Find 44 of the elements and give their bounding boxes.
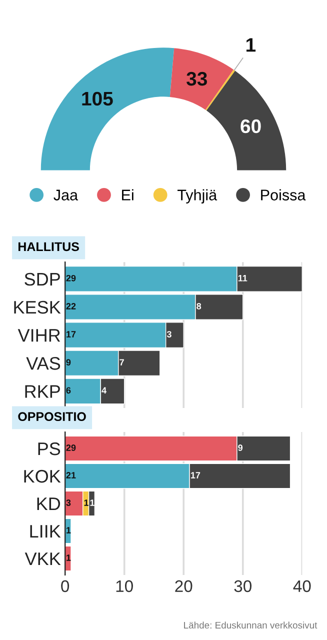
data-label: 9 (66, 359, 71, 366)
data-label: 33 (186, 72, 208, 86)
y-tick-label: RKP (25, 385, 60, 398)
y-tick-label: SDP (24, 272, 60, 286)
data-label: 8 (196, 303, 202, 310)
text: Lähde: Eduskunnan verkkosivut (184, 622, 318, 629)
data-label: 9 (238, 444, 243, 451)
data-label: 105 (82, 92, 113, 106)
legend-label: Jaa (54, 190, 78, 200)
y-tick-label: VIHR (18, 329, 60, 342)
data-label: 1 (246, 38, 256, 52)
data-label: 17 (66, 331, 76, 338)
x-tick-label: 30 (234, 580, 252, 592)
y-tick-label: LIIK (30, 525, 61, 538)
y-tick-label: KD (37, 498, 60, 510)
legend-label: Ei (122, 189, 134, 200)
y-tick-label: VAS (26, 357, 60, 370)
data-label: 29 (66, 274, 76, 282)
x-tick-label: 20 (175, 580, 192, 592)
legend-label: Tyhjiä (178, 189, 218, 204)
data-label: 3 (66, 500, 71, 506)
data-label: 4 (102, 387, 106, 394)
x-tick-label: 40 (293, 580, 311, 592)
data-label: 21 (66, 472, 76, 478)
data-label: 1 (90, 500, 94, 506)
y-tick-label: KESK (14, 300, 61, 314)
data-label: 1 (84, 500, 89, 506)
chart-title: OPPOSITIO (18, 412, 86, 422)
data-label: 29 (66, 444, 76, 451)
data-label: 1 (66, 554, 71, 561)
data-label: 6 (66, 387, 71, 394)
data-label: 11 (238, 275, 248, 282)
x-tick-label: 10 (116, 580, 133, 592)
x-tick-label: 0 (61, 580, 70, 592)
y-tick-label: KOK (24, 470, 61, 483)
chart-title: HALLITUS (18, 242, 79, 252)
data-label: 7 (120, 359, 124, 366)
y-tick-label: VKK (24, 552, 61, 566)
data-label: 17 (190, 472, 200, 478)
data-label: 60 (240, 119, 261, 134)
y-tick-label: PS (38, 442, 60, 456)
data-label: 3 (166, 331, 172, 338)
data-label: 22 (66, 303, 76, 310)
legend-label: Poissa (261, 189, 306, 200)
